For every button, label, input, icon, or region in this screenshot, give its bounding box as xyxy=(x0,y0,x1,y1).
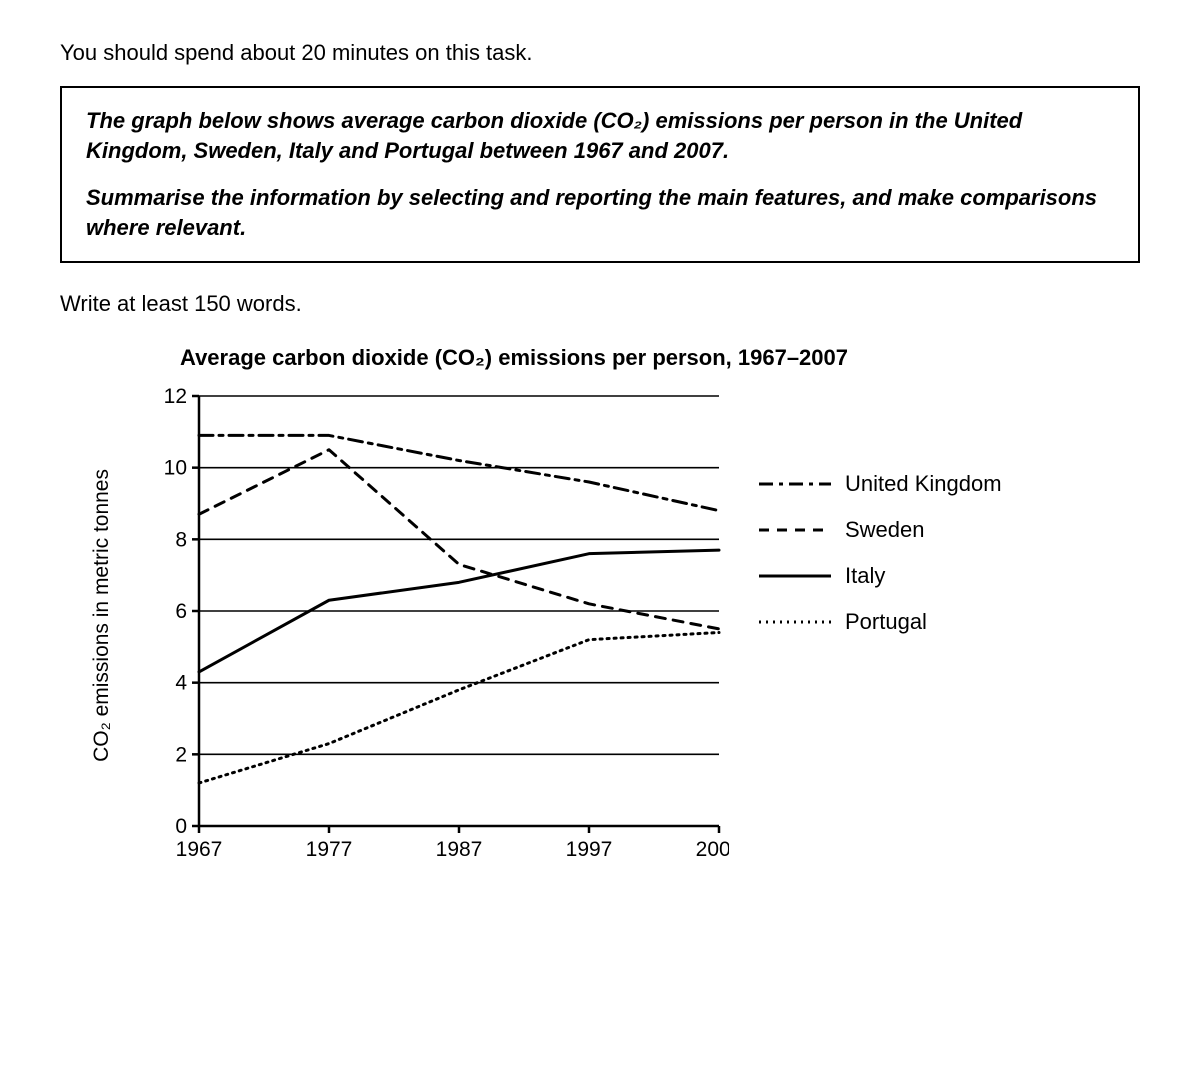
legend-item-sweden: Sweden xyxy=(759,507,1002,553)
series-united-kingdom xyxy=(199,435,719,510)
svg-text:1967: 1967 xyxy=(176,838,223,861)
svg-text:4: 4 xyxy=(175,671,187,694)
legend: United Kingdom Sweden Italy Portugal xyxy=(759,461,1002,645)
svg-text:2007: 2007 xyxy=(696,838,729,861)
legend-swatch-uk xyxy=(759,472,831,496)
y-axis-label: CO₂ emissions in metric tonnes xyxy=(90,469,114,762)
legend-label-sweden: Sweden xyxy=(845,517,925,543)
chart-area: CO₂ emissions in metric tonnes 0 2 4 6 8 10 12… xyxy=(90,381,1140,871)
legend-label-uk: United Kingdom xyxy=(845,471,1002,497)
legend-item-portugal: Portugal xyxy=(759,599,1002,645)
svg-text:2: 2 xyxy=(175,743,187,766)
legend-label-italy: Italy xyxy=(845,563,885,589)
svg-text:1997: 1997 xyxy=(566,838,613,861)
svg-text:10: 10 xyxy=(164,456,187,479)
line-chart: 0 2 4 6 8 10 12 1967 1977 1987 1997 2007 xyxy=(144,381,729,871)
chart-title: Average carbon dioxide (CO₂) emissions p… xyxy=(180,345,1140,371)
svg-text:12: 12 xyxy=(164,385,187,408)
word-limit: Write at least 150 words. xyxy=(60,291,1140,317)
svg-text:1987: 1987 xyxy=(436,838,483,861)
task-paragraph-2: Summarise the information by selecting a… xyxy=(86,183,1114,242)
legend-item-italy: Italy xyxy=(759,553,1002,599)
task-box: The graph below shows average carbon dio… xyxy=(60,86,1140,263)
legend-item-uk: United Kingdom xyxy=(759,461,1002,507)
task-paragraph-1: The graph below shows average carbon dio… xyxy=(86,106,1114,165)
legend-label-portugal: Portugal xyxy=(845,609,927,635)
svg-text:1977: 1977 xyxy=(306,838,353,861)
intro-text: You should spend about 20 minutes on thi… xyxy=(60,40,1140,66)
svg-text:6: 6 xyxy=(175,600,187,623)
legend-swatch-portugal xyxy=(759,610,831,634)
legend-swatch-italy xyxy=(759,564,831,588)
svg-text:0: 0 xyxy=(175,815,187,838)
series-portugal xyxy=(199,632,719,783)
svg-text:8: 8 xyxy=(175,528,187,551)
legend-swatch-sweden xyxy=(759,518,831,542)
